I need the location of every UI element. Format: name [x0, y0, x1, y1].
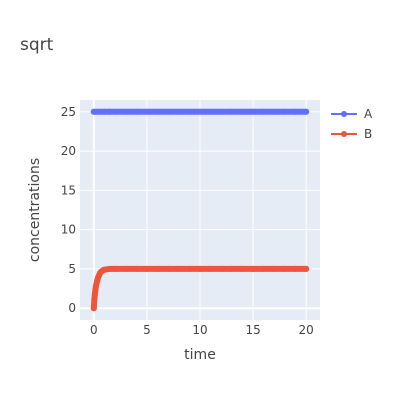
- y-tick-label: 15: [61, 183, 76, 197]
- series-point-b: [175, 265, 182, 272]
- series-point-b: [112, 265, 119, 272]
- series-point-a: [228, 108, 235, 115]
- series-point-a: [96, 108, 103, 115]
- chart-title: sqrt: [20, 35, 54, 55]
- series-point-b: [218, 265, 225, 272]
- series-point-b: [133, 265, 140, 272]
- legend-item-a[interactable]: A: [331, 107, 373, 121]
- series-point-a: [175, 108, 182, 115]
- series-point-b: [292, 265, 299, 272]
- legend-label: B: [364, 127, 372, 141]
- series-point-a: [154, 108, 161, 115]
- series-point-b: [239, 265, 246, 272]
- series-point-a: [292, 108, 299, 115]
- series-point-b: [250, 265, 257, 272]
- series-point-a: [250, 108, 257, 115]
- series-point-b: [165, 265, 172, 272]
- series-point-a: [186, 108, 193, 115]
- series-point-a: [101, 108, 108, 115]
- series-point-b: [186, 265, 193, 272]
- series-point-b: [143, 265, 150, 272]
- series-point-a: [303, 108, 310, 115]
- series-point-b: [228, 265, 235, 272]
- legend-item-b[interactable]: B: [331, 127, 372, 141]
- legend-marker: [341, 111, 347, 117]
- tick-labels: 0 5 10 15 20 0 5 10 15 20 25: [61, 105, 314, 337]
- series-point-a: [112, 108, 119, 115]
- legend-label: A: [364, 107, 373, 121]
- series-point-b: [122, 265, 129, 272]
- series-point-a: [281, 108, 288, 115]
- series-point-a: [197, 108, 203, 115]
- x-tick-label: 10: [192, 323, 207, 337]
- y-tick-label: 5: [68, 262, 76, 276]
- x-tick-label: 20: [299, 323, 314, 337]
- series-point-b: [271, 265, 278, 272]
- series-point-a: [165, 108, 172, 115]
- series-point-b: [281, 265, 288, 272]
- series-layer: [90, 108, 310, 312]
- x-tick-label: 5: [143, 323, 151, 337]
- series-point-b: [207, 265, 214, 272]
- legend[interactable]: AB: [331, 107, 373, 141]
- series-point-a: [133, 108, 140, 115]
- y-tick-label: 20: [61, 144, 76, 158]
- series-point-a: [143, 108, 150, 115]
- y-axis-label: concentrations: [27, 158, 43, 262]
- series-point-a: [239, 108, 246, 115]
- series-point-b: [154, 265, 161, 272]
- series-point-b: [90, 305, 97, 312]
- series-point-b: [106, 265, 113, 272]
- series-point-b: [303, 265, 310, 272]
- y-tick-label: 0: [68, 301, 76, 315]
- y-tick-label: 10: [61, 223, 76, 237]
- series-point-b: [197, 265, 203, 272]
- series-point-a: [90, 108, 97, 115]
- series-point-b: [92, 283, 99, 290]
- legend-marker: [341, 131, 347, 137]
- series-point-a: [260, 108, 267, 115]
- x-tick-label: 15: [245, 323, 260, 337]
- y-tick-label: 25: [61, 105, 76, 119]
- series-point-b: [260, 265, 267, 272]
- series-point-a: [122, 108, 129, 115]
- x-tick-label: 0: [90, 323, 98, 337]
- series-point-a: [218, 108, 225, 115]
- series-point-b: [91, 296, 98, 303]
- series-point-a: [271, 108, 278, 115]
- series-point-a: [207, 108, 214, 115]
- x-axis-label: time: [184, 347, 216, 363]
- series-point-a: [106, 108, 113, 115]
